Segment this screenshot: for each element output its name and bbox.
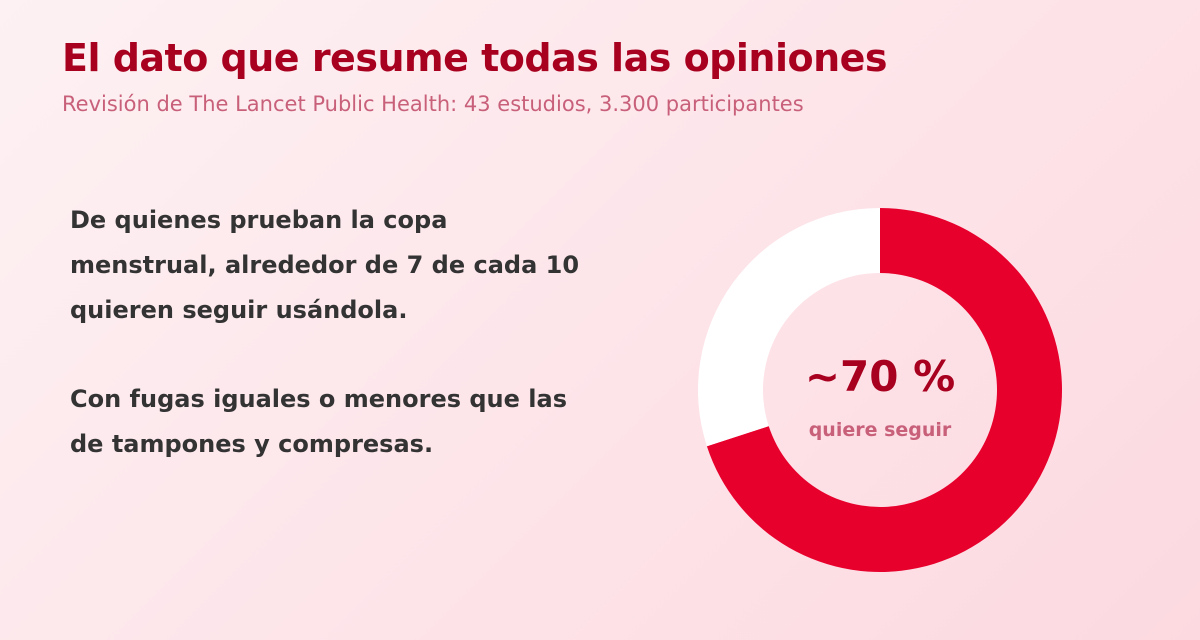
donut-slice-1 bbox=[706, 208, 1062, 572]
center-label: quiere seguir bbox=[809, 419, 952, 441]
page-title: El dato que resume todas las opiniones bbox=[62, 36, 888, 80]
body-paragraph-1: De quienes prueban la copa menstrual, al… bbox=[70, 206, 580, 324]
body-paragraph-2: Con fugas iguales o menores que las de t… bbox=[70, 385, 567, 458]
donut-slices bbox=[698, 208, 1062, 572]
center-value: ~70 % bbox=[805, 352, 955, 401]
page-subtitle: Revisión de The Lancet Public Health: 43… bbox=[62, 92, 804, 116]
donut-slice-2 bbox=[698, 208, 880, 447]
donut-chart: ~70 % quiere seguir bbox=[698, 208, 1062, 572]
